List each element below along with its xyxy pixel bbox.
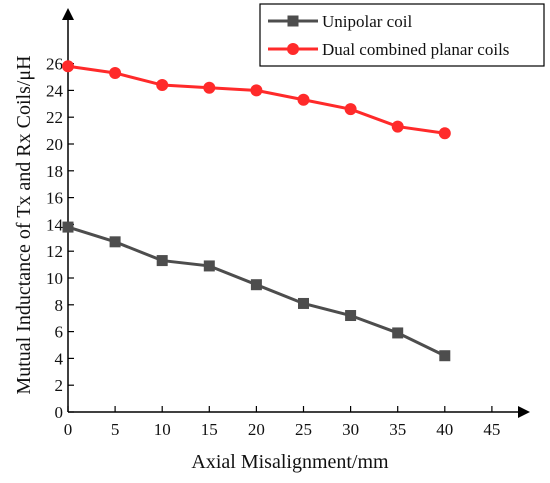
data-point	[297, 93, 310, 106]
data-point	[250, 84, 263, 97]
legend-label: Dual combined planar coils	[322, 40, 509, 59]
legend-label: Unipolar coil	[322, 12, 412, 31]
ticks: 0 5 10 15 20 25 30 35 40 450246810121416182022242…	[46, 55, 500, 439]
data-point	[439, 350, 451, 362]
data-point	[344, 103, 357, 116]
data-point	[109, 236, 121, 248]
y-tick-label: 20	[46, 135, 63, 154]
data-point	[392, 327, 404, 339]
y-axis-arrow	[62, 8, 74, 20]
x-tick-label: 35	[389, 420, 406, 439]
legend-marker	[287, 43, 299, 55]
y-tick-label: 16	[46, 189, 63, 208]
legend: Unipolar coil Dual combined planar coils	[259, 3, 545, 67]
y-axis-title: Mutual Inductance of Tx and Rx Coils/μH	[13, 55, 35, 394]
x-tick-label: 20	[248, 420, 265, 439]
data-point	[438, 127, 451, 140]
y-tick-label: 14	[46, 215, 64, 234]
data-point	[109, 66, 122, 79]
x-tick-label: 40	[436, 420, 453, 439]
legend-box	[259, 3, 545, 67]
data-point	[203, 260, 215, 272]
data-point	[62, 60, 74, 73]
x-axis-arrow	[518, 406, 530, 418]
y-tick-label: 26	[46, 55, 63, 74]
x-tick-label: 5	[111, 420, 120, 439]
y-tick-label: 18	[46, 162, 63, 181]
y-tick-label: 8	[55, 296, 64, 315]
data-point	[156, 79, 169, 92]
y-tick-label: 2	[55, 376, 64, 395]
data-point	[250, 279, 262, 291]
legend-marker	[287, 15, 299, 27]
y-tick-label: 0	[55, 403, 64, 422]
x-tick-label: 10	[154, 420, 171, 439]
y-tick-label: 22	[46, 108, 63, 127]
x-tick-label: 25	[295, 420, 312, 439]
x-axis-title: Axial Misalignment/mm	[191, 451, 389, 473]
x-tick-label: 15	[201, 420, 218, 439]
y-tick-label: 6	[55, 323, 64, 342]
data-point	[391, 120, 404, 133]
x-tick-label: 30	[342, 420, 359, 439]
series-line	[67, 64, 446, 135]
series	[62, 60, 451, 362]
x-tick-label: 45	[483, 420, 500, 439]
y-tick-label: 10	[46, 269, 63, 288]
data-point	[62, 221, 74, 233]
data-point	[203, 81, 216, 94]
y-tick-label: 4	[55, 349, 64, 368]
data-point	[298, 297, 309, 309]
y-tick-label: 24	[46, 81, 64, 100]
series-line	[67, 225, 446, 358]
axes	[62, 8, 530, 418]
x-tick-label: 0	[64, 420, 73, 439]
y-tick-label: 12	[46, 242, 63, 261]
data-point	[345, 310, 357, 322]
data-point	[156, 255, 168, 267]
